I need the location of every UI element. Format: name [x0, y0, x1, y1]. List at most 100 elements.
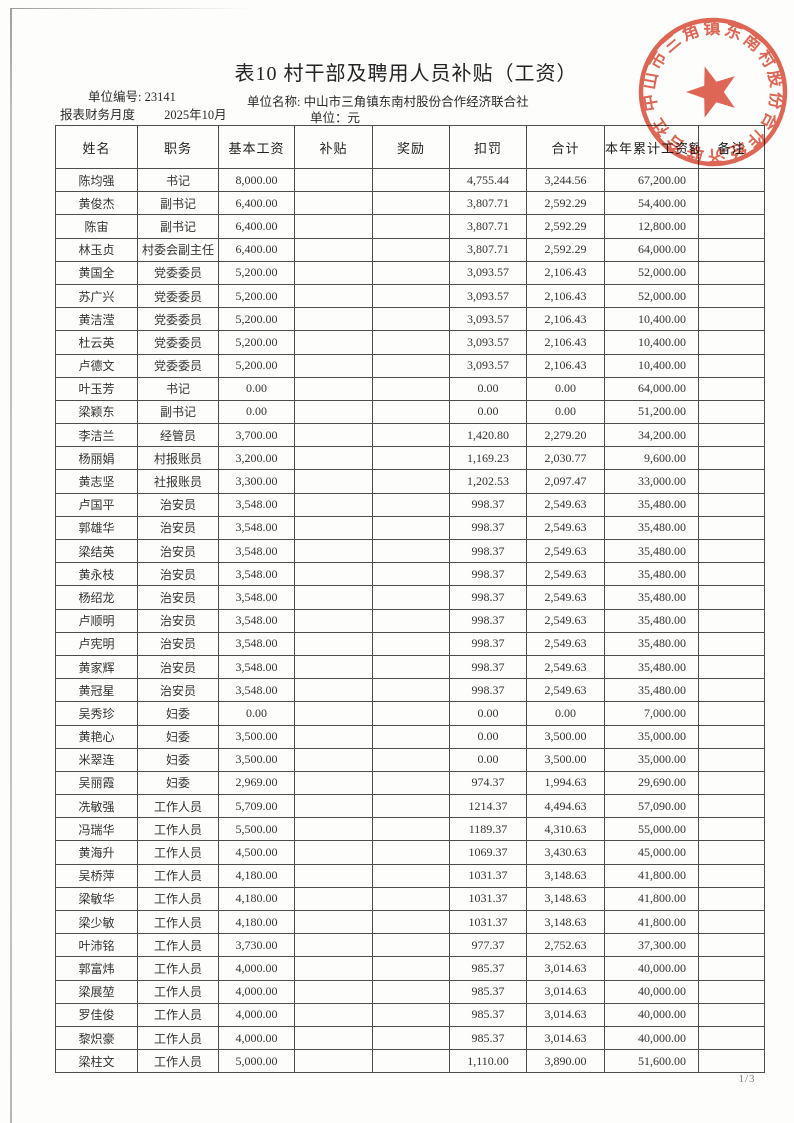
cell-position: 治安员 — [137, 492, 219, 517]
cell-total: 2,549.63 — [526, 585, 605, 610]
unit-name-value: 中山市三角镇东南村股份合作经济联合社 — [303, 95, 529, 109]
cell-total: 3,014.63 — [526, 956, 605, 981]
cell-reward — [372, 608, 450, 633]
cell-position: 治安员 — [137, 562, 219, 587]
cell-name: 黄冠星 — [55, 678, 138, 703]
cell-total: 3,014.63 — [526, 1002, 605, 1027]
cell-deduction: 998.37 — [449, 562, 527, 587]
cell-base-salary: 4,180.00 — [218, 886, 295, 912]
cell-ytd-total: 35,480.00 — [604, 678, 699, 703]
scan-page-edge-left — [10, 8, 12, 1123]
cell-remark — [698, 191, 765, 216]
cell-remark — [698, 794, 765, 819]
cell-base-salary: 6,400.00 — [218, 237, 295, 262]
table-row: 黄洁滢 党委委员 5,200.00 3,093.57 2,106.43 10,400.00 — [55, 307, 765, 332]
cell-position: 工作人员 — [137, 1002, 219, 1027]
cell-deduction: 977.37 — [449, 933, 527, 958]
cell-deduction: 1069.37 — [449, 840, 527, 865]
cell-ytd-total: 35,000.00 — [604, 724, 699, 749]
cell-name: 杨丽娟 — [55, 446, 138, 471]
cell-subsidy — [294, 724, 373, 749]
cell-total: 3,148.63 — [526, 886, 605, 912]
document-title: 表10 村干部及聘用人员补贴（工资） — [234, 63, 578, 85]
cell-subsidy — [294, 492, 373, 517]
cell-reward — [372, 492, 450, 517]
cell-total: 3,148.63 — [526, 863, 605, 888]
cell-position: 工作人员 — [137, 956, 219, 981]
cell-reward — [372, 446, 450, 471]
cell-deduction: 0.00 — [449, 701, 527, 726]
cell-base-salary: 3,500.00 — [218, 747, 295, 772]
cell-deduction: 985.37 — [449, 979, 527, 1004]
table-row: 林玉贞 村委会副主任 6,400.00 3,807.71 2,592.29 64,000.… — [55, 237, 765, 262]
cell-name: 黄国全 — [55, 260, 138, 285]
cell-total: 2,106.43 — [526, 283, 605, 309]
cell-name: 李洁兰 — [55, 423, 138, 448]
cell-deduction: 0.00 — [449, 724, 527, 749]
cell-ytd-total: 35,480.00 — [604, 608, 699, 633]
cell-remark — [698, 1049, 765, 1074]
cell-position: 党委委员 — [137, 283, 219, 309]
cell-base-salary: 3,548.00 — [218, 562, 295, 587]
cell-total: 3,148.63 — [526, 909, 605, 935]
cell-total: 4,310.63 — [526, 817, 605, 842]
cell-deduction: 1031.37 — [449, 886, 527, 912]
cell-base-salary: 8,000.00 — [218, 167, 295, 193]
cell-remark — [698, 724, 765, 749]
cell-base-salary: 4,180.00 — [218, 863, 295, 888]
table-row: 黄艳心 妇委 3,500.00 0.00 3,500.00 35,000.00 — [55, 724, 765, 749]
table-row: 苏广兴 党委委员 5,200.00 3,093.57 2,106.43 52,000.00 — [55, 283, 765, 309]
table-row: 杜云英 党委委员 5,200.00 3,093.57 2,106.43 10,400.00 — [55, 330, 765, 355]
cell-deduction: 3,807.71 — [449, 191, 527, 216]
table-row: 卢国平 治安员 3,548.00 998.37 2,549.63 35,480.00 — [55, 492, 765, 517]
cell-base-salary: 4,000.00 — [218, 1025, 295, 1051]
cell-base-salary: 0.00 — [218, 399, 295, 425]
cell-total: 2,592.29 — [526, 237, 605, 262]
cell-base-salary: 4,180.00 — [218, 909, 295, 935]
cell-subsidy — [294, 469, 373, 494]
table-row: 梁结英 治安员 3,548.00 998.37 2,549.63 35,480.00 — [55, 538, 765, 564]
cell-base-salary: 2,969.00 — [218, 770, 295, 796]
cell-reward — [372, 399, 450, 425]
cell-remark — [698, 1002, 765, 1027]
cell-reward — [372, 191, 450, 216]
cell-position: 治安员 — [137, 538, 219, 564]
cell-deduction: 985.37 — [449, 1002, 527, 1027]
cell-name: 卢顺明 — [55, 608, 138, 633]
cell-subsidy — [294, 1049, 373, 1074]
cell-deduction: 998.37 — [449, 585, 527, 610]
cell-reward — [372, 979, 450, 1004]
unit-name-label: 单位名称: — [247, 95, 301, 109]
cell-total: 3,430.63 — [526, 840, 605, 865]
cell-remark — [698, 492, 765, 517]
cell-position: 治安员 — [137, 678, 219, 703]
cell-remark — [698, 260, 765, 285]
cell-position: 党委委员 — [137, 353, 219, 378]
cell-deduction: 0.00 — [449, 747, 527, 772]
cell-remark — [698, 608, 765, 633]
cell-reward — [372, 701, 450, 726]
cell-base-salary: 5,500.00 — [218, 817, 295, 842]
cell-ytd-total: 40,000.00 — [604, 1002, 699, 1027]
cell-position: 妇委 — [137, 701, 219, 726]
salary-table: 姓名 职务 基本工资 补贴 奖励 扣罚 合计 本年累计工资额 备注 陈均强 书记 8,000.00 4… — [55, 125, 765, 1074]
table-row: 叶玉芳 书记 0.00 0.00 0.00 64,000.00 — [55, 376, 765, 401]
cell-reward — [372, 307, 450, 332]
cell-name: 梁展堃 — [55, 979, 138, 1004]
cell-base-salary: 3,200.00 — [218, 446, 295, 471]
cell-base-salary: 0.00 — [218, 701, 295, 726]
cell-total: 2,106.43 — [526, 353, 605, 378]
cell-ytd-total: 40,000.00 — [604, 1025, 699, 1051]
cell-name: 叶沛铭 — [55, 933, 138, 958]
cell-remark — [698, 933, 765, 958]
table-row: 陈均强 书记 8,000.00 4,755.44 3,244.56 67,200.00 — [55, 167, 765, 193]
cell-deduction: 1214.37 — [449, 794, 527, 819]
cell-remark — [698, 237, 765, 262]
cell-total: 1,994.63 — [526, 770, 605, 796]
cell-ytd-total: 35,480.00 — [604, 631, 699, 656]
cell-total: 0.00 — [526, 399, 605, 425]
cell-base-salary: 6,400.00 — [218, 191, 295, 216]
cell-position: 副书记 — [137, 191, 219, 216]
cell-position: 工作人员 — [137, 863, 219, 888]
table-row: 黄永枝 治安员 3,548.00 998.37 2,549.63 35,480.00 — [55, 562, 765, 587]
